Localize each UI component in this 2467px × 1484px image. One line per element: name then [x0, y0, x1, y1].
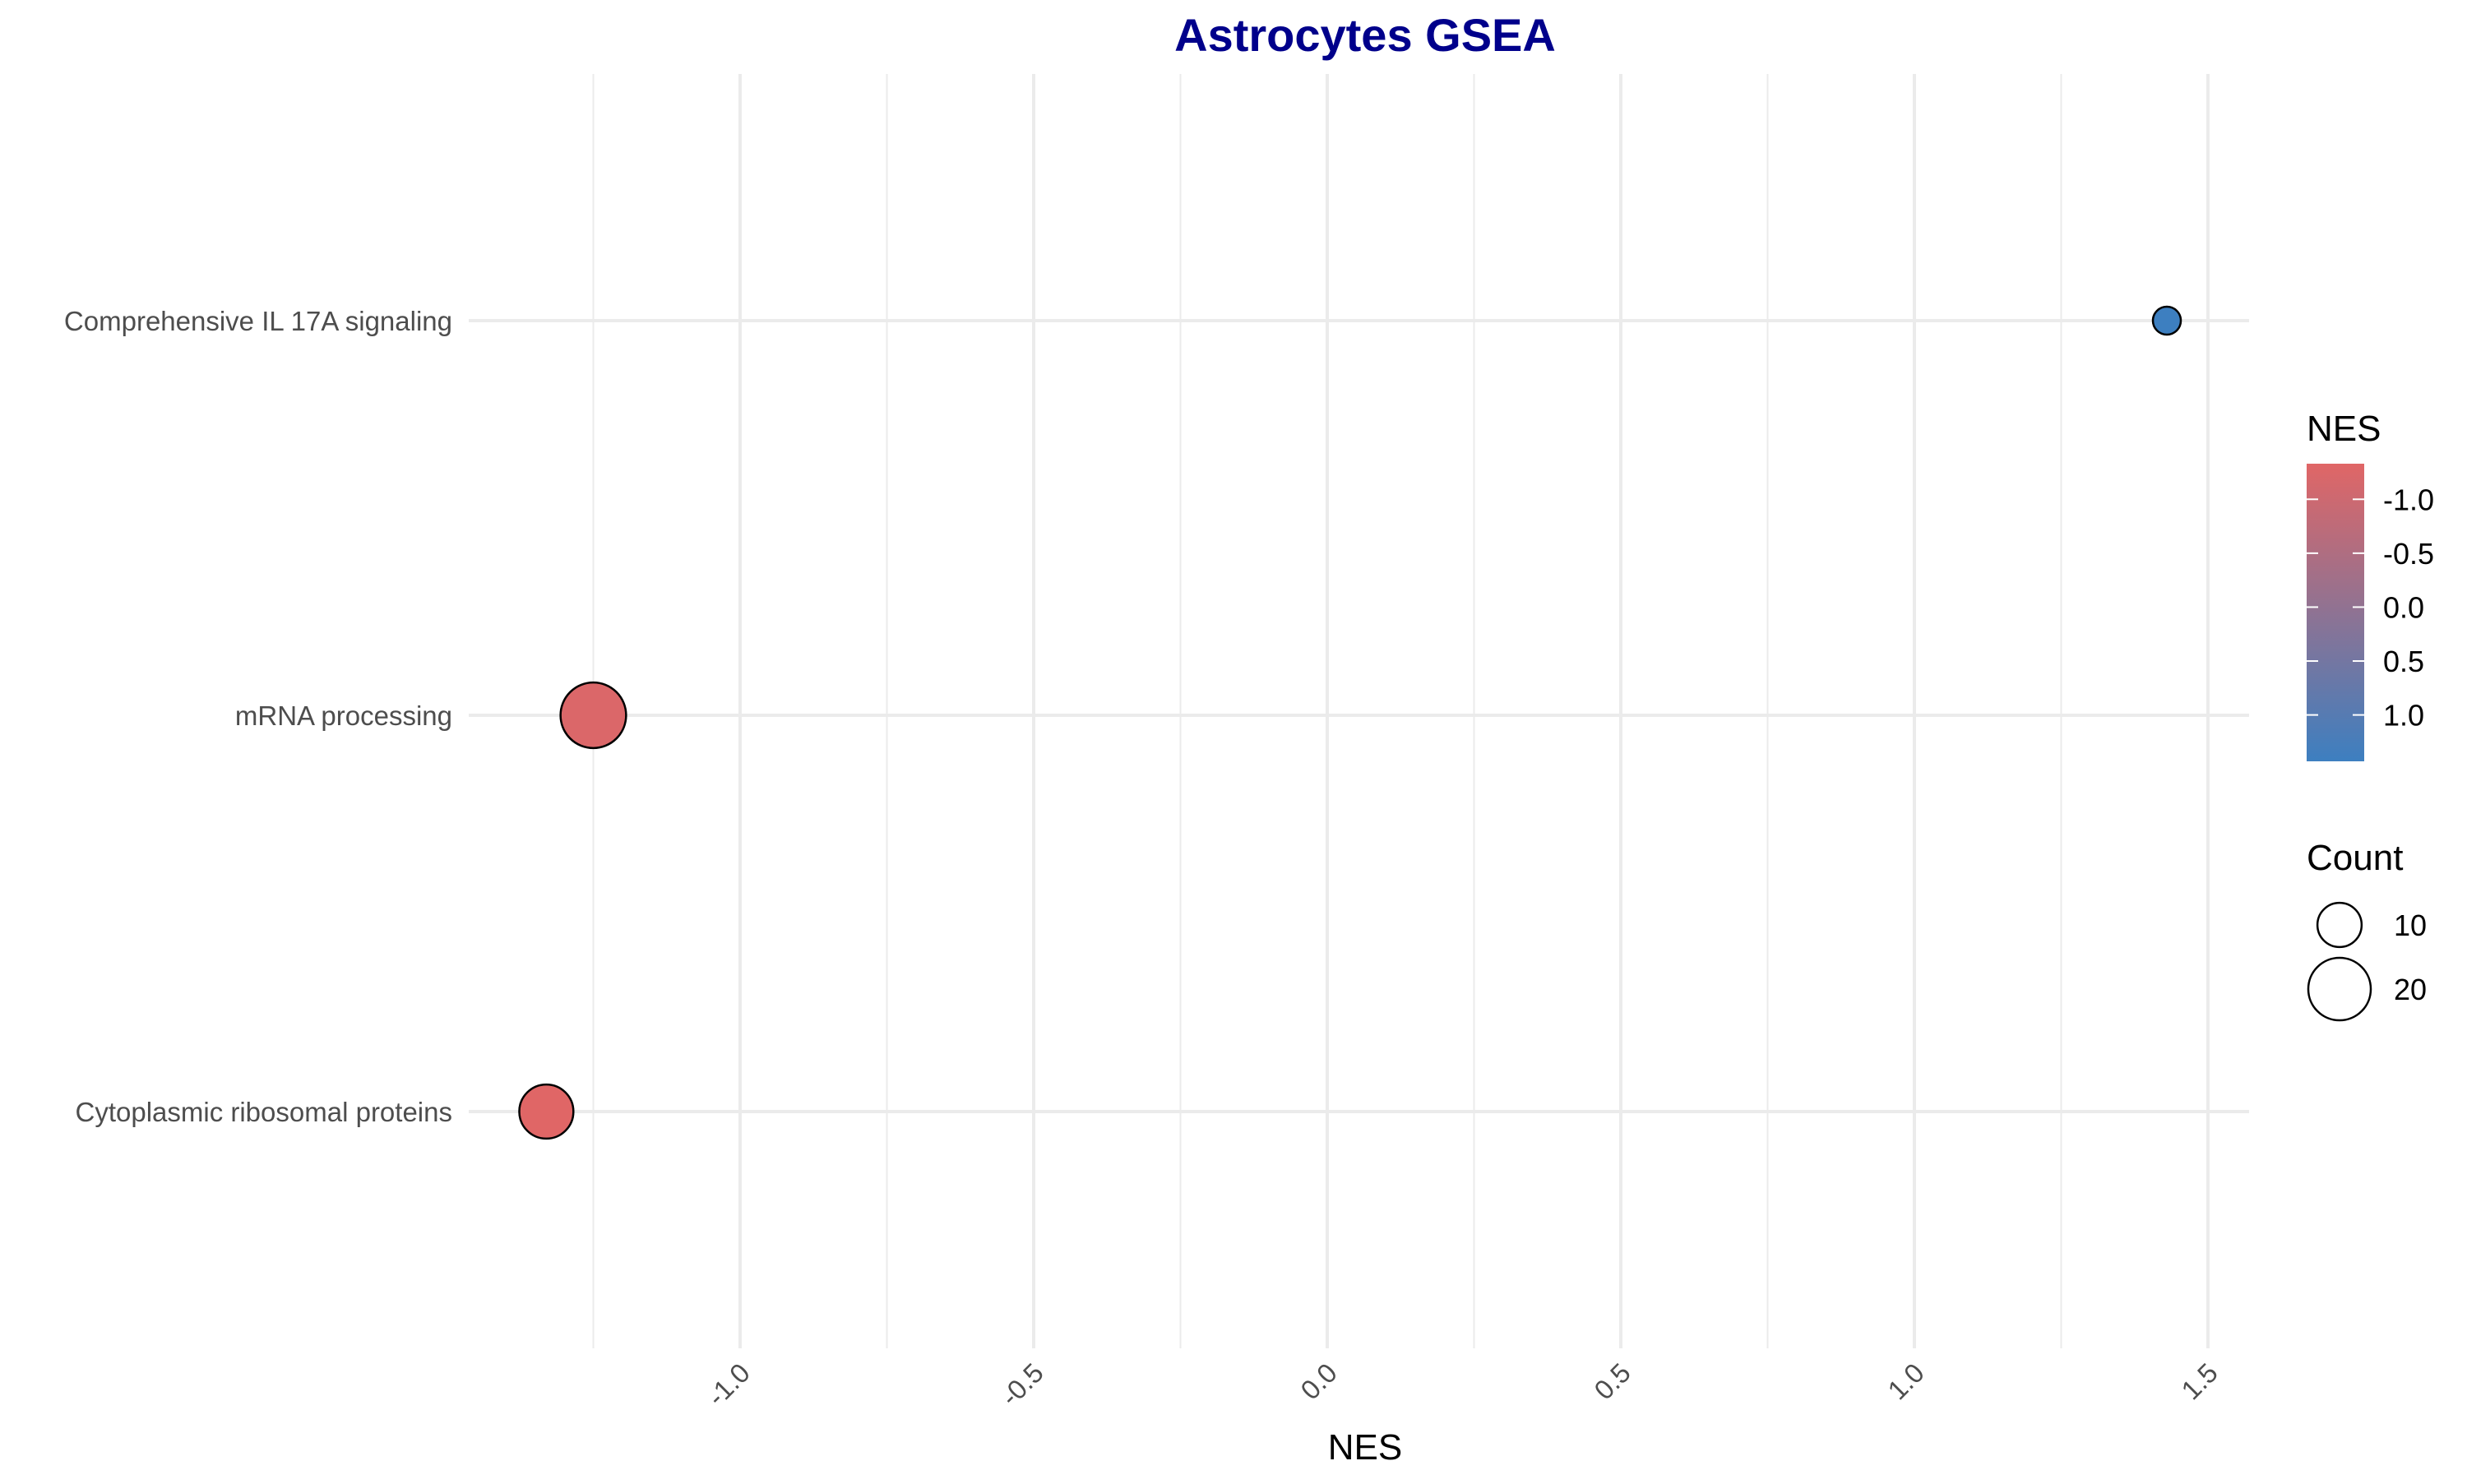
y-axis-labels: Comprehensive IL 17A signaling mRNA proce… — [64, 306, 452, 1127]
y-tick-label: Cytoplasmic ribosomal proteins — [75, 1097, 452, 1127]
size-legend: Count 10 20 — [2307, 838, 2427, 1022]
data-point — [518, 1083, 575, 1140]
x-axis-labels: -1.0 -0.5 0.0 0.5 1.0 1.5 — [701, 1357, 2224, 1412]
x-tick-label: -1.0 — [701, 1357, 756, 1412]
x-tick-label: 0.0 — [1294, 1357, 1343, 1406]
size-legend-title: Count — [2307, 838, 2403, 878]
color-legend-label: 0.5 — [2383, 645, 2424, 678]
color-legend: NES -1.0 -0.5 0.0 0.5 1.0 — [2307, 409, 2434, 761]
major-gridlines — [469, 74, 2249, 1348]
data-point — [2151, 305, 2182, 336]
color-legend-label: -0.5 — [2383, 537, 2434, 571]
size-legend-label: 10 — [2394, 908, 2427, 942]
color-legend-ticks: -1.0 -0.5 0.0 0.5 1.0 — [2307, 483, 2434, 733]
data-points — [518, 305, 2182, 1140]
y-tick-label: Comprehensive IL 17A signaling — [64, 306, 452, 336]
x-tick-label: 1.5 — [2175, 1357, 2224, 1406]
x-axis-title: NES — [1328, 1427, 1402, 1468]
y-tick-label: mRNA processing — [235, 700, 452, 731]
data-point — [559, 681, 627, 750]
chart-title: Astrocytes GSEA — [1174, 9, 1556, 61]
x-tick-label: -0.5 — [995, 1357, 1049, 1412]
color-legend-bar — [2307, 464, 2364, 761]
x-tick-label: 1.0 — [1881, 1357, 1930, 1406]
size-legend-label: 20 — [2394, 973, 2427, 1006]
size-legend-circle — [2316, 901, 2363, 949]
size-legend-items: 10 20 — [2307, 901, 2427, 1022]
color-legend-label: 1.0 — [2383, 699, 2424, 733]
x-tick-label: 0.5 — [1588, 1357, 1636, 1406]
color-legend-label: -1.0 — [2383, 483, 2434, 516]
size-legend-circle — [2307, 956, 2372, 1022]
color-legend-title: NES — [2307, 409, 2381, 449]
color-legend-label: 0.0 — [2383, 590, 2424, 624]
